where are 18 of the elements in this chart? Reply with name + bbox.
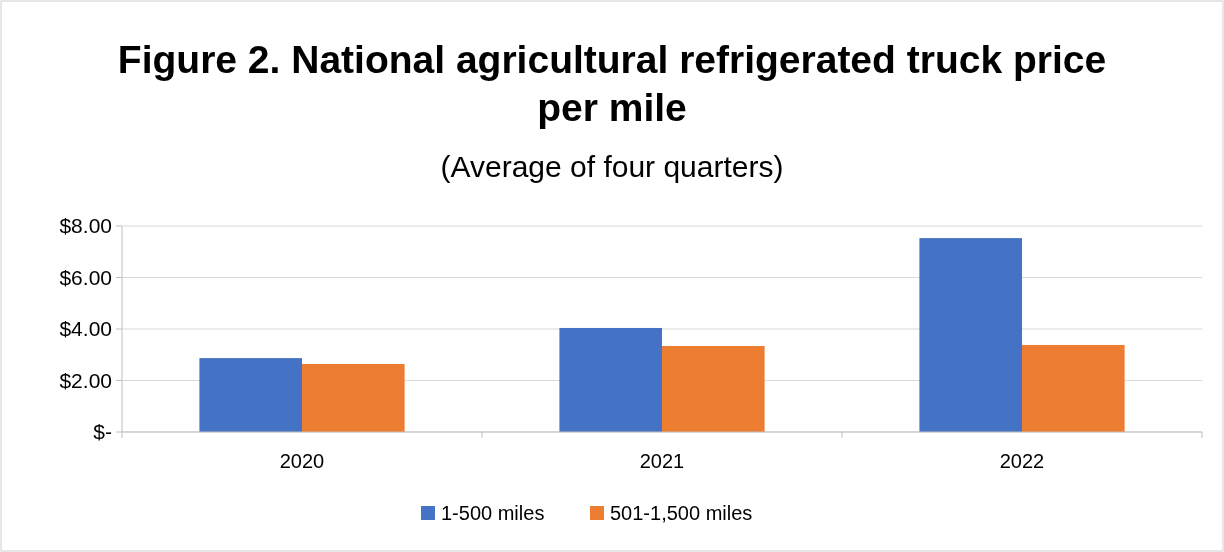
y-tick-label: $- (93, 420, 112, 444)
legend-label: 501-1,500 miles (610, 502, 753, 524)
chart-title: Figure 2. National agricultural refrigerated truck price per mile (116, 37, 1108, 131)
y-tick-label: $6.00 (59, 265, 112, 289)
bar (302, 364, 405, 432)
y-tick-label: $2.00 (59, 368, 112, 392)
bar (662, 346, 765, 432)
x-tick-label: 2020 (279, 450, 325, 472)
legend-label: 1-500 miles (441, 502, 545, 524)
bar (1022, 344, 1125, 432)
bar (919, 238, 1022, 432)
x-tick-label: 2021 (639, 450, 685, 472)
bar (559, 327, 662, 432)
bar (199, 358, 302, 432)
chart-subtitle: (Average of four quarters) (439, 150, 785, 184)
y-tick-label: $8.00 (59, 214, 112, 238)
x-tick-label: 2022 (999, 450, 1045, 472)
y-tick-label: $4.00 (59, 317, 112, 341)
